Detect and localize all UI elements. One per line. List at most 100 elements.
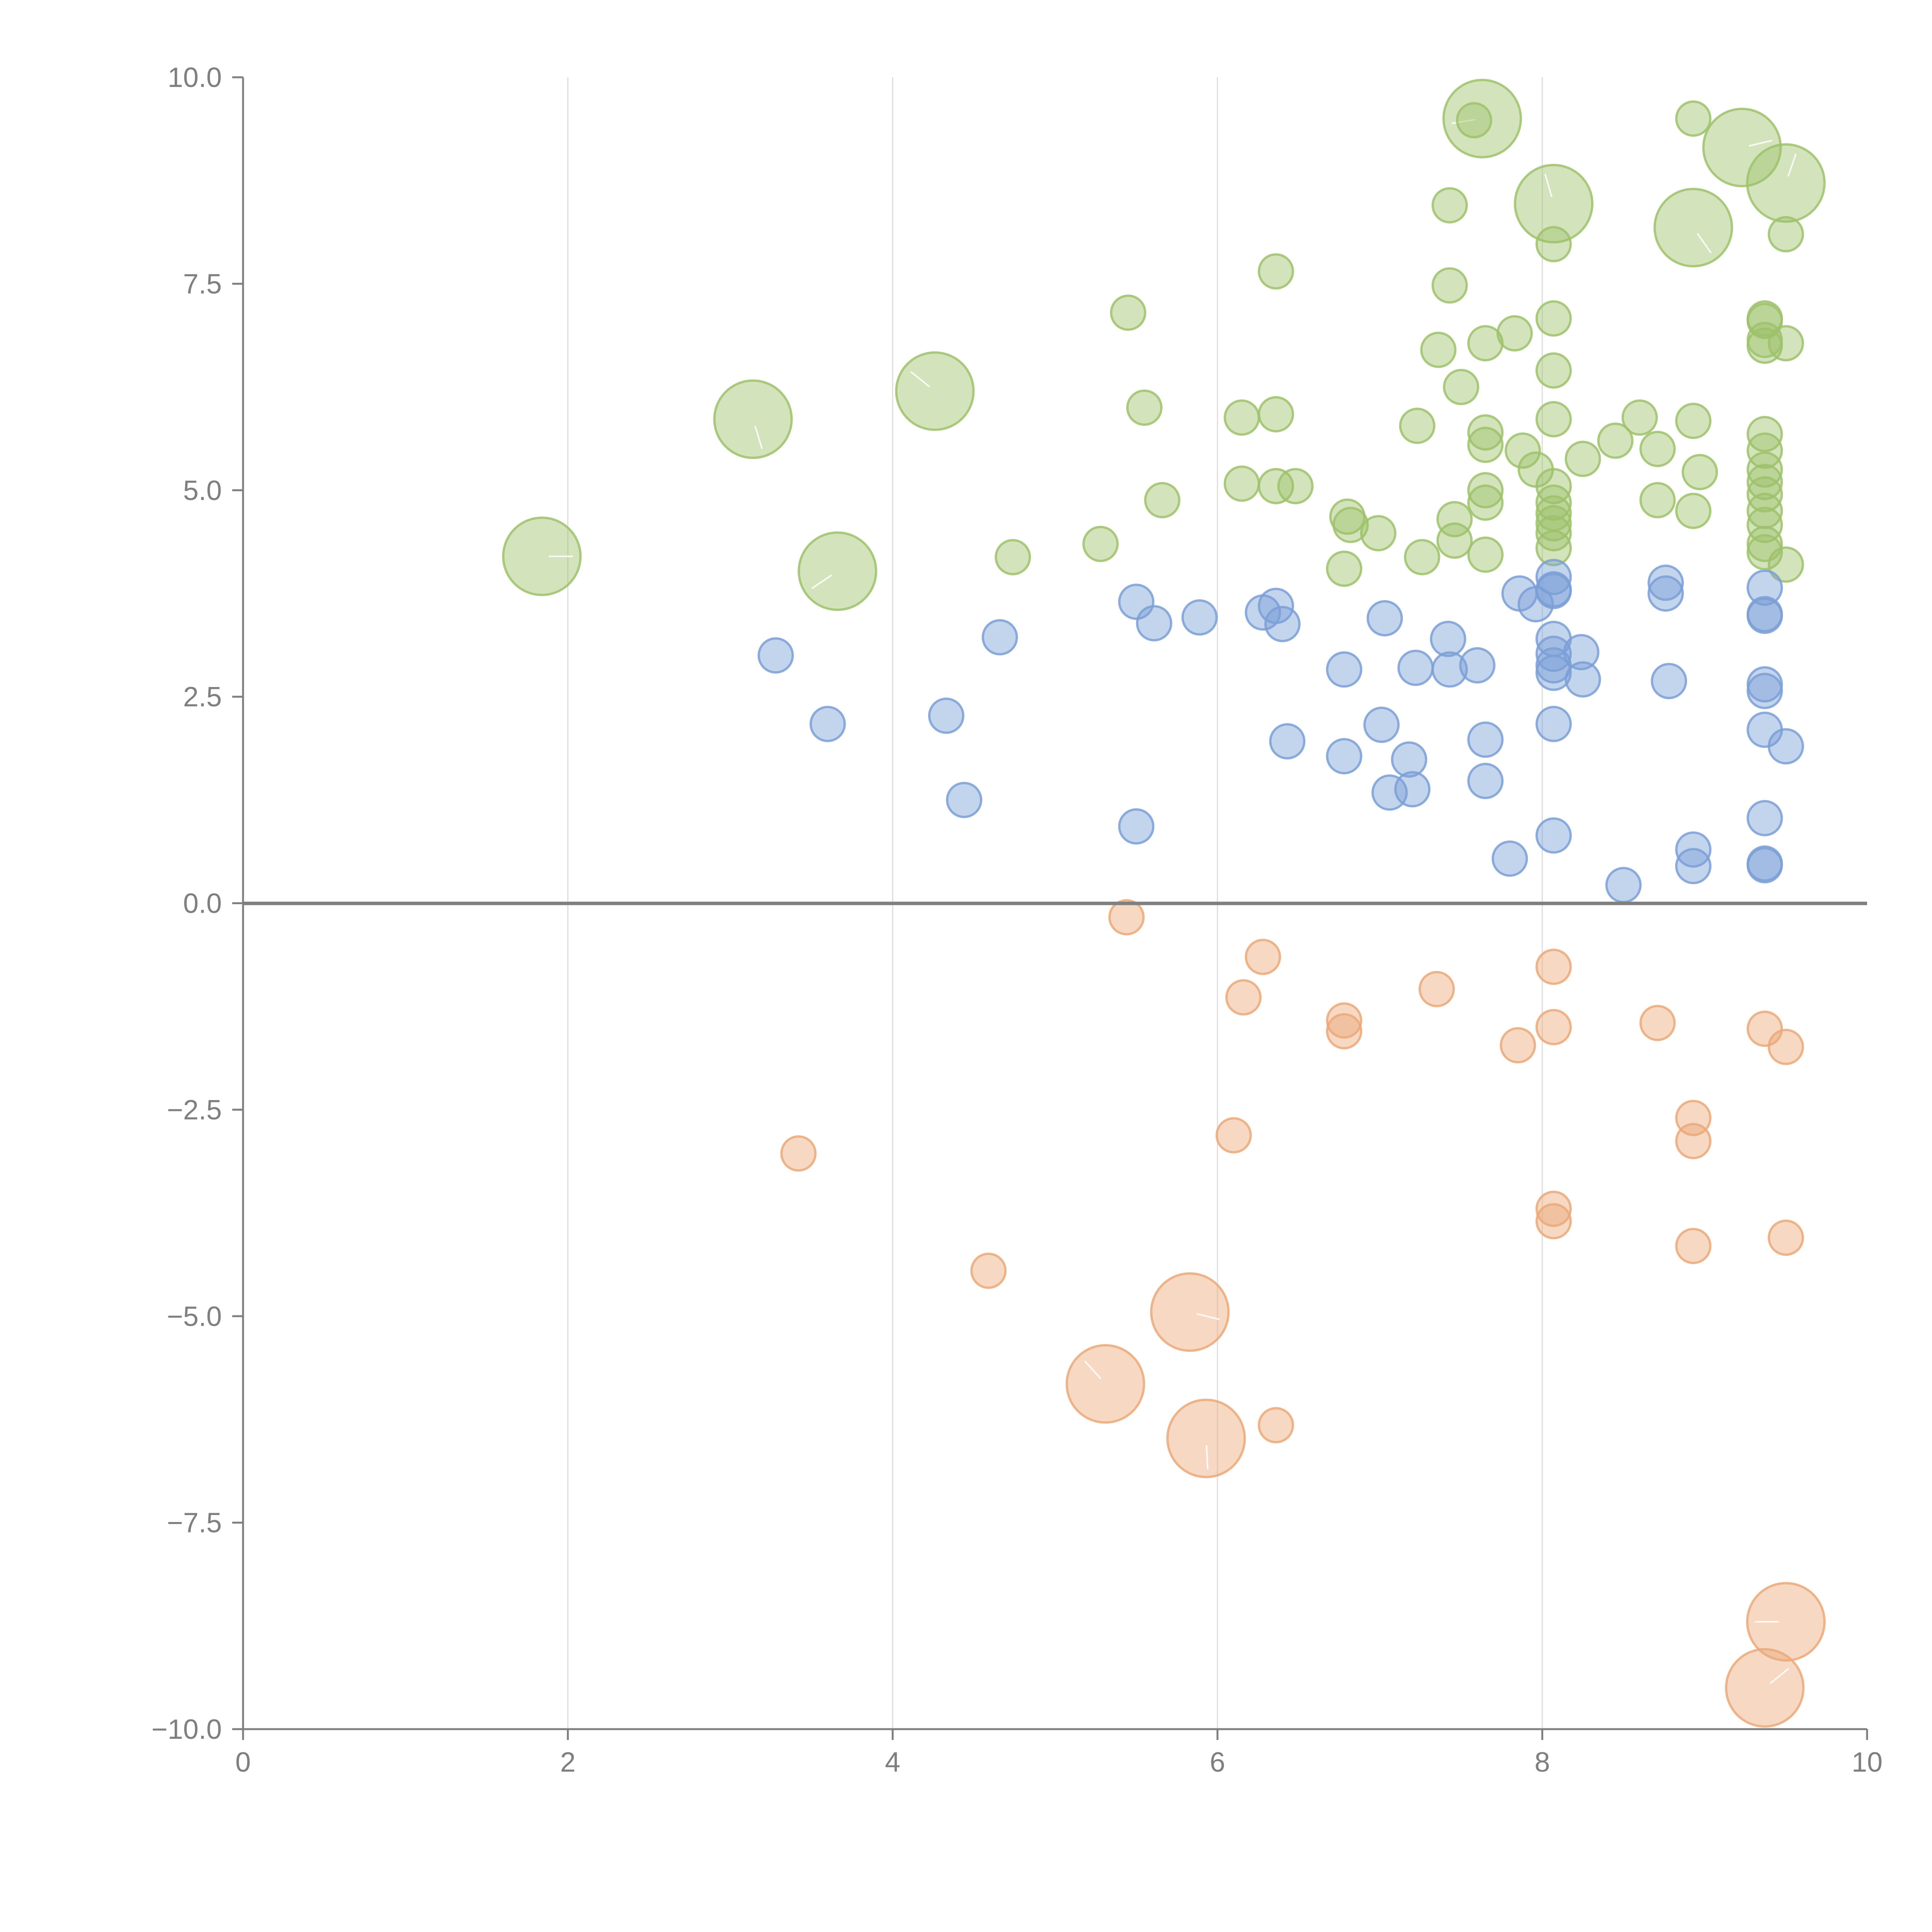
- series-low: [780, 899, 1826, 1728]
- point-mid-4: [981, 619, 1018, 656]
- point-marker-low-2: [1084, 1360, 1102, 1379]
- point-mid-55: [1767, 728, 1804, 765]
- point-high-2: [798, 531, 878, 611]
- x-tick-label-2: 4: [885, 1747, 900, 1778]
- y-tick-label-7: −7.5: [167, 1508, 222, 1539]
- point-low-2: [1065, 1344, 1145, 1424]
- point-low-14: [1535, 949, 1572, 985]
- point-mid-37: [1535, 817, 1572, 854]
- point-high-24: [1436, 522, 1473, 559]
- point-high-50: [1597, 422, 1634, 459]
- y-tick-label-3: 2.5: [183, 682, 222, 713]
- point-high-56: [1675, 403, 1712, 439]
- point-low-23: [1725, 1648, 1805, 1728]
- x-tick-label-1: 2: [560, 1747, 576, 1778]
- point-high-38: [1514, 164, 1594, 244]
- point-high-12: [1258, 396, 1294, 433]
- point-mid-15: [1366, 600, 1403, 637]
- point-high-58: [1682, 454, 1718, 490]
- point-high-13: [1258, 468, 1294, 505]
- point-low-9: [1258, 1407, 1294, 1444]
- point-mid-7: [1136, 605, 1172, 641]
- point-high-5: [1082, 526, 1119, 562]
- series-mid: [757, 559, 1804, 903]
- point-mid-38: [1563, 634, 1600, 670]
- point-mid-29: [1535, 559, 1572, 595]
- point-high-65: [1747, 432, 1783, 469]
- point-high-21: [1420, 332, 1457, 368]
- y-tick-label-5: −2.5: [167, 1095, 222, 1126]
- point-mid-16: [1363, 706, 1400, 743]
- y-tick-label-2: 5.0: [183, 475, 222, 506]
- point-high-19: [1399, 408, 1435, 444]
- point-high-42: [1535, 401, 1572, 437]
- point-high-46: [1535, 515, 1572, 551]
- point-mid-52: [1747, 800, 1783, 837]
- ticks-layer: 0 2 4 6 8 10 10.0 7.5 5.0 2.5 0.0 −2.5 −5.0 −7.5 −10.0: [151, 62, 1883, 1778]
- point-high-4: [995, 539, 1031, 575]
- point-high-10: [1223, 399, 1260, 436]
- point-high-44: [1535, 484, 1572, 521]
- point-high-8: [1144, 482, 1180, 519]
- point-low-7: [1225, 979, 1262, 1016]
- point-low-16: [1535, 1190, 1572, 1227]
- point-mid-22: [1431, 651, 1468, 688]
- point-mid-43: [1651, 663, 1687, 699]
- point-high-33: [1467, 484, 1504, 521]
- point-high-26: [1443, 369, 1480, 405]
- point-mid-3: [946, 782, 983, 818]
- point-mid-1: [810, 706, 846, 742]
- point-mid-23: [1459, 647, 1496, 684]
- point-low-17: [1535, 1203, 1572, 1240]
- point-high-11: [1258, 253, 1294, 290]
- point-mid-41: [1647, 565, 1684, 601]
- point-high-17: [1332, 507, 1369, 543]
- point-mid-54: [1747, 847, 1783, 884]
- point-marker-high-3: [910, 371, 930, 388]
- point-high-0: [502, 516, 582, 596]
- point-mid-14: [1326, 738, 1362, 775]
- point-high-18: [1360, 515, 1396, 551]
- point-high-15: [1326, 550, 1362, 587]
- x-tick-label-0: 0: [235, 1747, 251, 1778]
- point-mid-50: [1747, 673, 1783, 709]
- point-low-8: [1245, 939, 1281, 975]
- point-high-27: [1442, 78, 1522, 158]
- point-mid-21: [1430, 621, 1466, 657]
- point-mid-36: [1535, 706, 1572, 742]
- point-mid-2: [928, 697, 964, 734]
- point-high-23: [1431, 267, 1468, 304]
- point-high-66: [1747, 451, 1783, 488]
- point-high-48: [1535, 495, 1572, 532]
- point-high-30: [1467, 414, 1504, 451]
- point-low-10: [1326, 1002, 1362, 1039]
- point-high-3: [895, 351, 975, 431]
- y-tick-label-1: 7.5: [183, 269, 222, 299]
- point-mid-8: [1181, 599, 1218, 636]
- point-mid-13: [1326, 651, 1362, 688]
- point-high-29: [1467, 325, 1504, 362]
- point-marker-low-4: [1196, 1313, 1220, 1320]
- point-marker-high-38: [1544, 173, 1553, 197]
- point-low-25: [1767, 1219, 1804, 1256]
- point-marker-high-1: [754, 425, 763, 449]
- point-marker-high-2: [811, 574, 832, 589]
- point-mid-24: [1467, 721, 1504, 758]
- point-high-59: [1702, 107, 1782, 187]
- point-high-31: [1467, 427, 1504, 463]
- point-high-67: [1747, 464, 1783, 500]
- point-high-52: [1639, 430, 1676, 467]
- point-high-25: [1436, 501, 1473, 537]
- point-mid-31: [1535, 573, 1572, 609]
- point-high-75: [1767, 325, 1804, 362]
- point-low-12: [1418, 971, 1455, 1007]
- point-high-35: [1496, 315, 1533, 352]
- series-high: [502, 78, 1826, 611]
- point-low-5: [1166, 1398, 1246, 1478]
- axes-layer: [242, 77, 1867, 1730]
- point-marker-high-55: [1696, 233, 1712, 253]
- point-high-40: [1535, 300, 1572, 337]
- point-high-76: [1767, 546, 1804, 583]
- point-low-3: [1108, 899, 1145, 935]
